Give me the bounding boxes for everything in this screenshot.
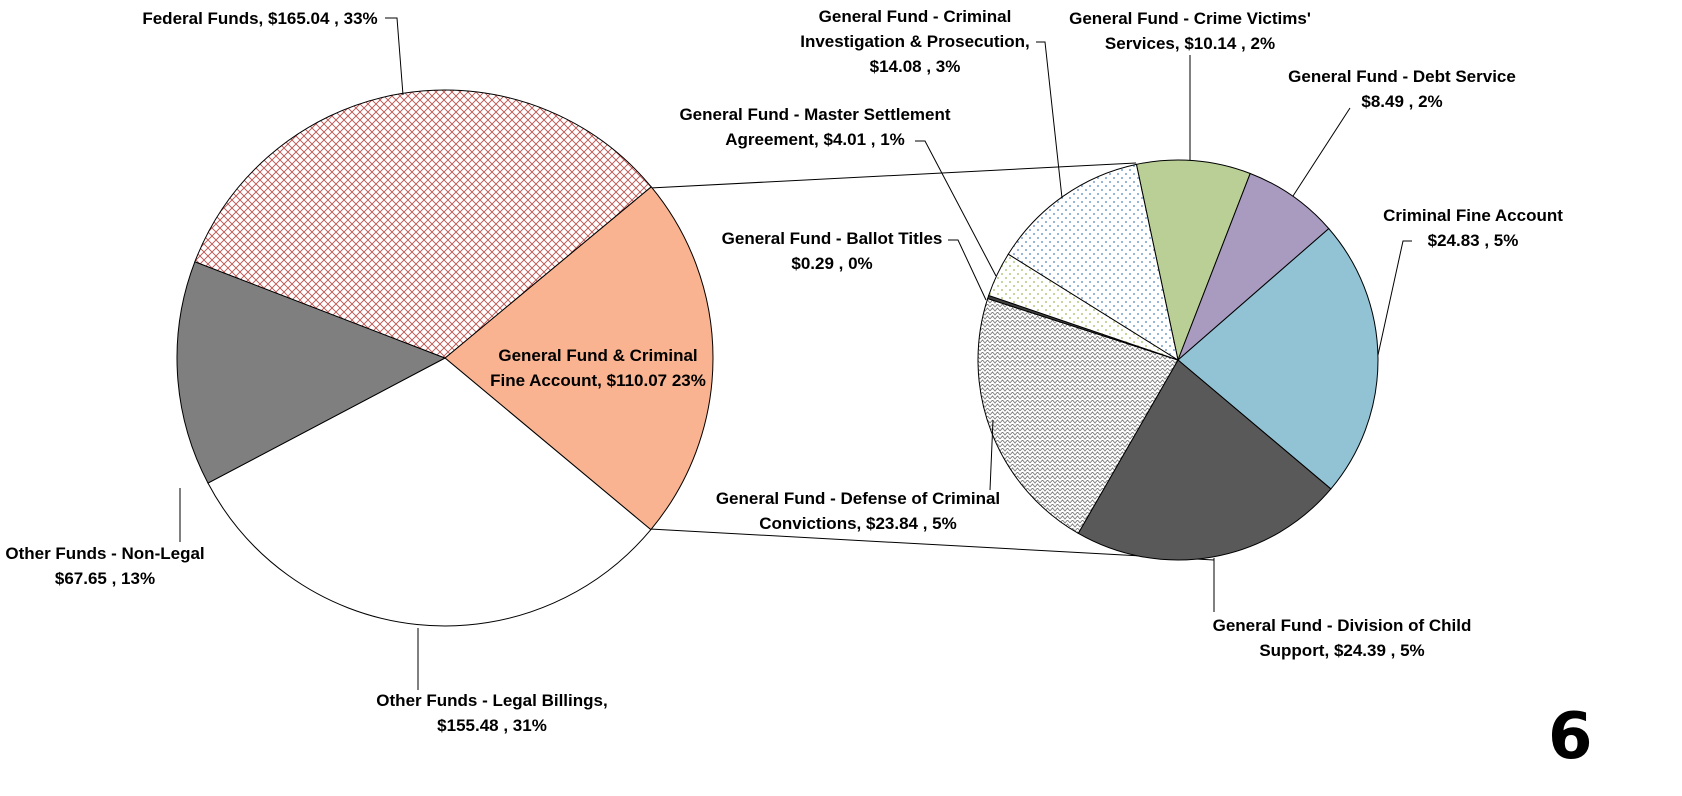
pie-slice	[977, 297, 1179, 535]
connector	[649, 528, 1215, 561]
page-number: 6	[1548, 700, 1593, 774]
slice-name: General Fund - Master Settlement Agreeme…	[679, 105, 951, 149]
slice-name: General Fund & Criminal Fine Account,	[490, 346, 698, 390]
pie-slice	[1177, 172, 1330, 361]
slice-value: $155.48 , 31%	[437, 716, 547, 735]
slice-name: Criminal Fine Account	[1383, 206, 1563, 225]
slice-label: General Fund - Defense of Criminal Convi…	[698, 486, 1018, 536]
pie-slice	[1077, 359, 1332, 561]
pie-slice	[1007, 163, 1179, 362]
slice-label: Other Funds - Non-Legal $67.65 , 13%	[0, 541, 220, 591]
slice-value: $23.84 , 5%	[866, 514, 957, 533]
leader-line	[1036, 41, 1063, 199]
slice-value: $10.14 , 2%	[1184, 34, 1276, 53]
slice-value: $0.29 , 0%	[791, 254, 873, 273]
leader-line	[1292, 107, 1351, 197]
slice-label: General Fund - Criminal Investigation & …	[790, 4, 1040, 79]
leader-line	[1377, 240, 1412, 356]
slice-label: Criminal Fine Account $24.83 , 5%	[1373, 203, 1573, 253]
leader-line	[989, 419, 994, 491]
slice-label: Federal Funds, $165.04 , 33%	[110, 6, 410, 31]
slice-value: $67.65 , 13%	[54, 569, 156, 588]
slice-label: General Fund - Debt Service $8.49 , 2%	[1272, 64, 1532, 114]
pie-slice	[1177, 227, 1379, 490]
leader-line	[915, 140, 997, 277]
slice-value: $110.07 23%	[606, 371, 706, 390]
slice-name: General Fund - Ballot Titles	[721, 229, 943, 248]
slice-value: $4.01 , 1%	[823, 130, 905, 149]
slice-label: General Fund & Criminal Fine Account, $1…	[488, 343, 708, 393]
slice-name: General Fund - Criminal Investigation & …	[800, 7, 1030, 51]
slice-name: Federal Funds,	[142, 9, 264, 28]
slice-value: $24.83 , 5%	[1427, 231, 1519, 250]
slice-value: $165.04 , 33%	[268, 9, 378, 28]
slice-label: General Fund - Crime Victims' Services, …	[1055, 6, 1325, 56]
slice-name: Other Funds - Non-Legal	[5, 544, 205, 563]
slice-value: $14.08 , 3%	[869, 57, 961, 76]
pie-slice	[194, 89, 652, 359]
slice-label: General Fund - Master Settlement Agreeme…	[660, 102, 970, 152]
slice-value: $24.39 , 5%	[1333, 641, 1425, 660]
slice-label: Other Funds - Legal Billings, $155.48 , …	[362, 688, 622, 738]
leader-line	[948, 239, 987, 301]
slice-label: General Fund - Division of Child Support…	[1197, 613, 1487, 663]
slice-name: General Fund - Defense of Criminal Convi…	[715, 489, 1001, 533]
slice-label: General Fund - Ballot Titles $0.29 , 0%	[707, 226, 957, 276]
connector	[649, 162, 1137, 189]
leader-line	[385, 17, 404, 96]
slice-name: General Fund - Division of Child Support…	[1212, 616, 1472, 660]
pie-slice	[1135, 159, 1251, 362]
pie-slice	[176, 261, 447, 484]
slice-value: $8.49 , 2%	[1361, 92, 1443, 111]
slice-name: General Fund - Debt Service	[1288, 67, 1516, 86]
slice-name: General Fund - Crime Victims' Services,	[1069, 9, 1311, 53]
pie-slice	[444, 186, 714, 531]
slice-name: Other Funds - Legal Billings,	[376, 691, 608, 710]
